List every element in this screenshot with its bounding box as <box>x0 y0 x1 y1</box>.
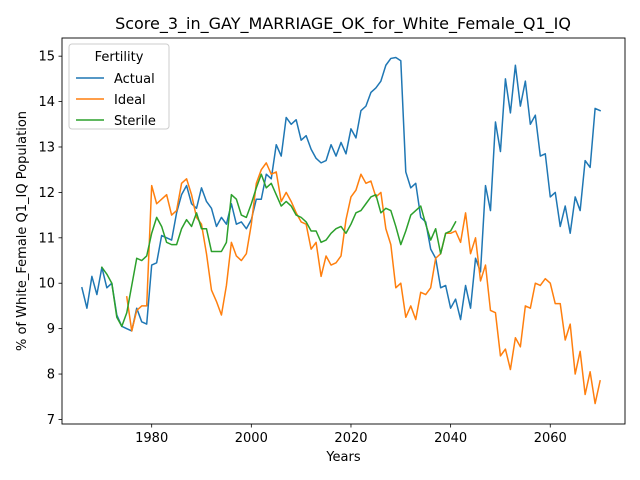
x-axis: 1980 2000 2020 2040 2060 <box>135 424 567 446</box>
x-tick-label: 2000 <box>235 431 268 446</box>
y-tick-label: 13 <box>38 140 55 155</box>
y-tick-label: 11 <box>38 231 55 246</box>
x-tick-label: 1980 <box>135 431 168 446</box>
plot-frame <box>61 37 626 425</box>
x-tick-label: 2020 <box>334 431 367 446</box>
series-line-ideal <box>125 162 601 405</box>
y-axis-title: % of White_Female Q1_IQ Population <box>15 111 30 351</box>
chart-title: Score_3_in_GAY_MARRIAGE_OK_for_White_Fem… <box>115 14 571 34</box>
x-axis-title: Years <box>325 450 361 465</box>
y-tick-label: 15 <box>38 50 55 65</box>
series-line-sterile <box>100 173 457 328</box>
plot-area <box>81 56 602 405</box>
y-tick-label: 9 <box>47 322 55 337</box>
legend-label-actual: Actual <box>114 72 155 87</box>
series-line-actual <box>81 56 602 332</box>
legend-entries: Actual Ideal Sterile <box>76 72 156 129</box>
y-tick-label: 7 <box>47 413 55 428</box>
y-tick-label: 10 <box>38 277 55 292</box>
legend-label-ideal: Ideal <box>114 93 146 108</box>
y-tick-label: 8 <box>47 368 55 383</box>
x-tick-label: 2040 <box>434 431 467 446</box>
legend-title: Fertility <box>95 50 144 65</box>
legend: Fertility Actual Ideal Sterile <box>68 43 170 130</box>
x-tick-label: 2060 <box>534 431 567 446</box>
legend-box <box>68 43 170 130</box>
y-tick-label: 14 <box>38 95 55 110</box>
y-axis: 7 8 9 10 11 12 13 14 15 <box>38 50 62 428</box>
y-tick-label: 12 <box>38 186 55 201</box>
legend-label-sterile: Sterile <box>114 114 156 129</box>
